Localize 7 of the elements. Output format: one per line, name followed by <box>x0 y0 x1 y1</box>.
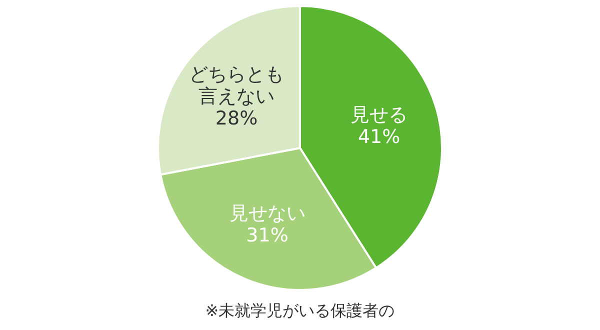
text: ※未就学児がいる保護者の <box>205 301 395 320</box>
slice-label: 見せない <box>229 202 306 225</box>
data-label: 41% <box>358 126 400 148</box>
data-label: 31% <box>246 224 288 247</box>
slice-label: 見せる <box>350 104 408 126</box>
slice-label: どちらとも言えない <box>189 64 284 108</box>
data-label: 28% <box>215 108 258 130</box>
